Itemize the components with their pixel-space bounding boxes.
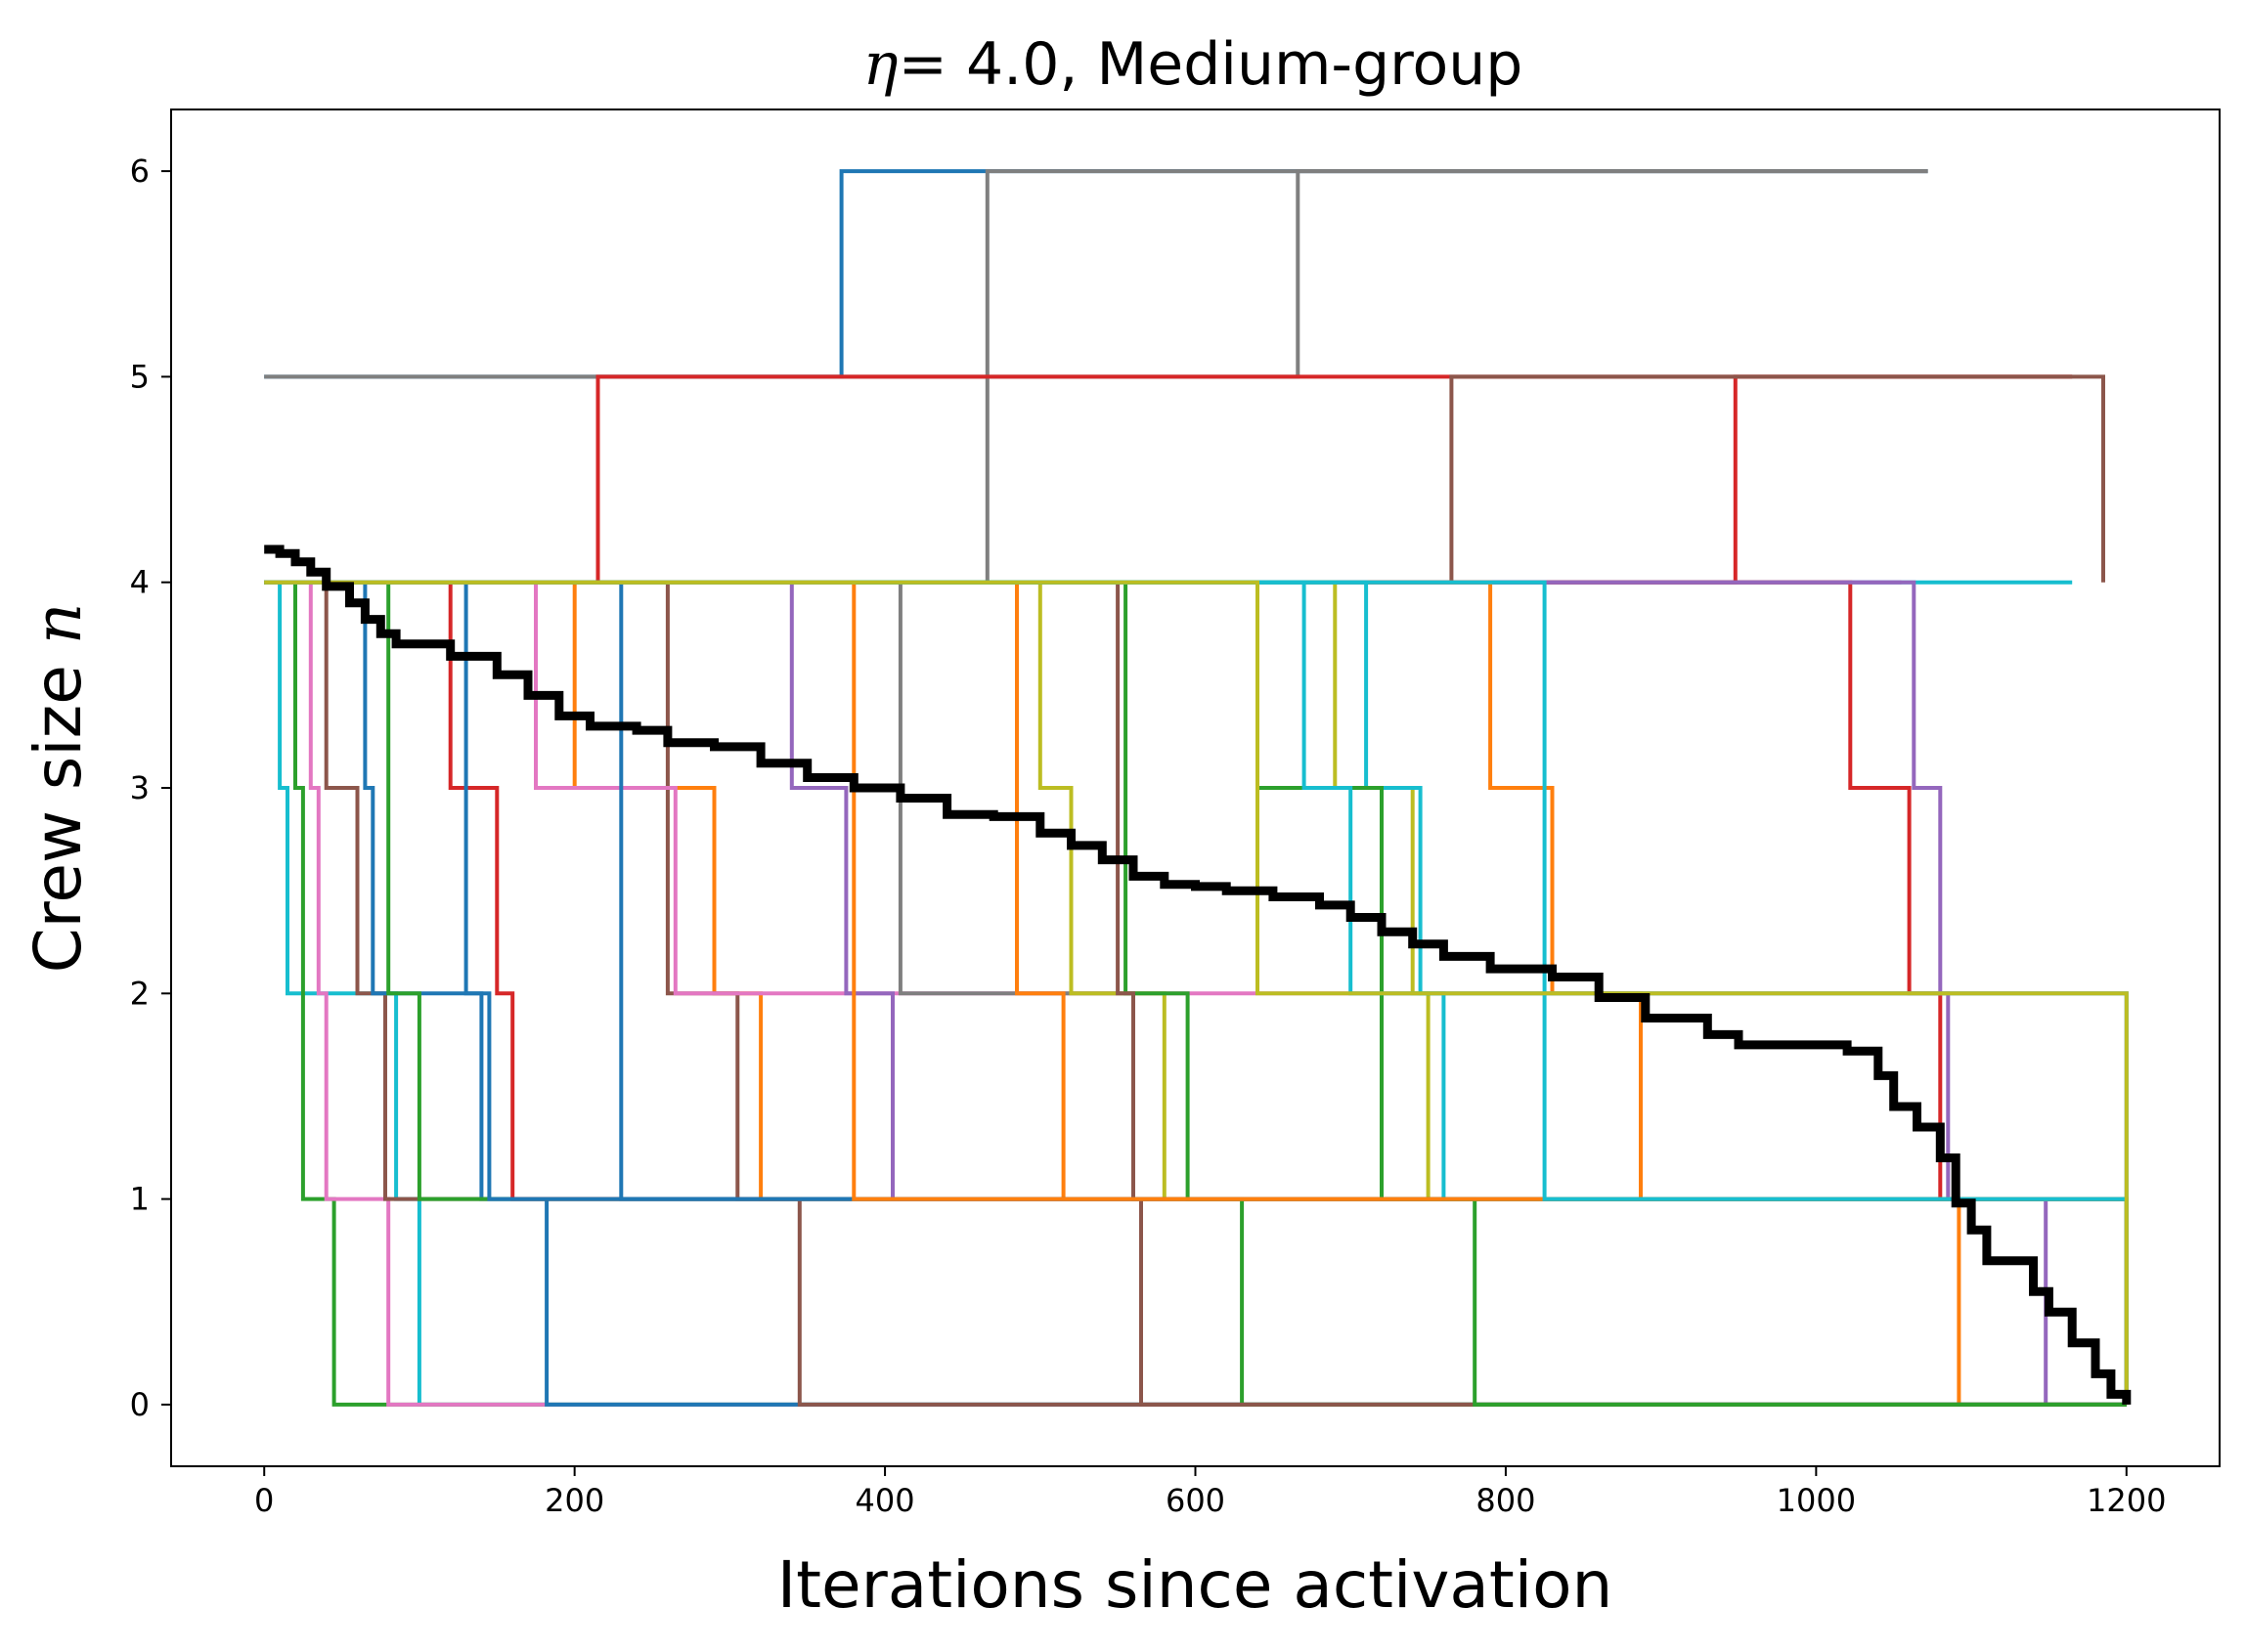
y-tick-label: 5 (130, 358, 150, 395)
series-line-16 (264, 580, 2127, 1407)
series-line-14 (264, 580, 2127, 1407)
x-tick-label: 1000 (1777, 1482, 1856, 1519)
series-line-9 (264, 580, 1992, 1201)
x-axis-label: Iterations since activation (777, 1547, 1613, 1623)
x-tick-label: 400 (856, 1482, 915, 1519)
mean-series-line (264, 544, 2132, 1405)
series-line-13 (264, 580, 2127, 1407)
y-axis-label: Crew size n (21, 603, 96, 974)
y-tick-label: 1 (130, 1181, 150, 1218)
plot-area (264, 169, 2132, 1407)
series-line-36 (264, 580, 2129, 1405)
x-axis-ticks: 0 200 400 600 800 1000 1200 (254, 1466, 2166, 1519)
series-line-26 (264, 580, 2127, 1407)
x-tick-label: 800 (1475, 1482, 1535, 1519)
x-tick-label: 600 (1166, 1482, 1225, 1519)
series-line-30 (264, 580, 2127, 1407)
x-tick-label: 200 (545, 1482, 604, 1519)
title-eta-symbol: η (863, 30, 899, 99)
y-tick-label: 0 (130, 1386, 150, 1423)
y-tick-label: 3 (130, 769, 150, 806)
y-axis-label-text: Crew size (21, 644, 96, 973)
y-axis-ticks: 0 1 2 3 4 5 6 (130, 152, 171, 1423)
title-eta-value: = 4.0, Medium-group (899, 30, 1523, 99)
y-tick-label: 2 (130, 975, 150, 1012)
y-tick-label: 4 (130, 564, 150, 601)
chart-title: η= 4.0, Medium-group (863, 30, 1523, 99)
series-line-12 (264, 580, 2127, 1407)
x-tick-label: 1200 (2087, 1482, 2166, 1519)
x-tick-label: 0 (254, 1482, 274, 1519)
series-line-21 (264, 580, 2127, 1407)
y-tick-label: 6 (130, 152, 150, 190)
series-layer (264, 169, 2132, 1407)
y-axis-label-symbol: n (21, 603, 96, 645)
